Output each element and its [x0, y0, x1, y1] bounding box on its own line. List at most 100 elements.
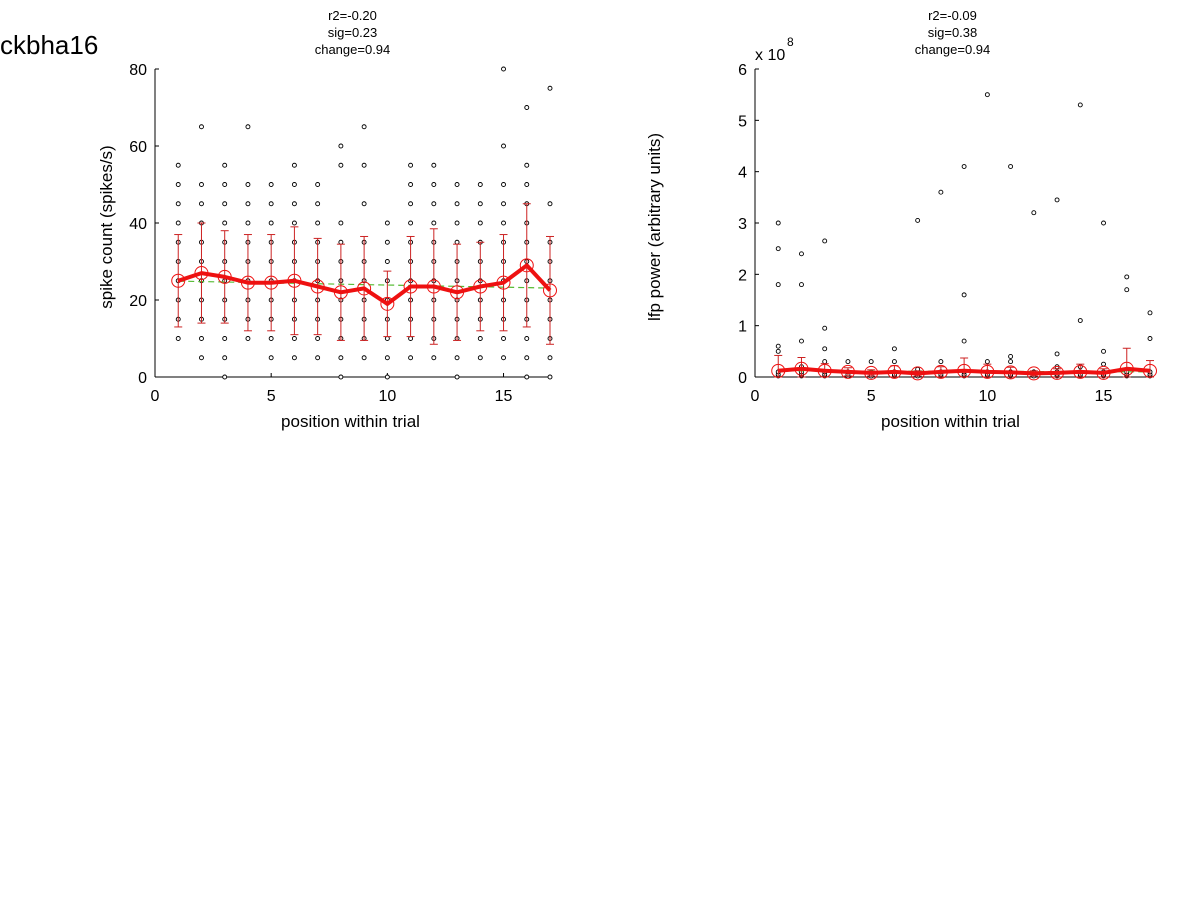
data-point: [822, 325, 828, 331]
y-tick-label: 20: [129, 293, 147, 310]
x-tick-label: 5: [267, 388, 276, 405]
y-tick-label: 2: [738, 267, 747, 284]
data-point: [984, 359, 990, 365]
data-point: [291, 220, 297, 226]
data-point: [291, 336, 297, 341]
data-point: [175, 162, 181, 168]
data-point: [822, 359, 828, 365]
data-point: [961, 338, 967, 344]
data-point: [477, 220, 483, 226]
mean-marker: [543, 283, 557, 298]
x-tick-label: 0: [151, 388, 160, 405]
mean-marker: [933, 364, 948, 379]
data-point: [245, 220, 251, 226]
data-point: [1031, 210, 1037, 216]
data-point: [915, 217, 921, 223]
data-point: [338, 162, 344, 168]
y-tick-label: 1: [738, 319, 747, 336]
data-point: [199, 182, 204, 187]
y-tick-label: 40: [129, 216, 147, 233]
data-point: [1008, 359, 1014, 365]
mean-marker: [380, 296, 395, 311]
data-point: [384, 259, 390, 264]
data-point: [501, 336, 506, 341]
x-tick-label: 10: [978, 388, 996, 405]
chart-title-line: change=0.94: [315, 42, 391, 57]
y-tick-label: 0: [738, 370, 747, 387]
data-point: [547, 374, 553, 380]
data-point: [222, 336, 228, 341]
x-tick-label: 0: [751, 388, 760, 405]
data-point: [245, 182, 251, 187]
data-point: [524, 336, 530, 341]
data-point: [384, 336, 390, 341]
y-tick-label: 0: [138, 370, 147, 387]
data-point: [361, 162, 367, 168]
mean-marker: [1003, 365, 1018, 380]
data-point: [338, 374, 344, 380]
data-point: [547, 201, 553, 207]
chart-title-line: sig=0.38: [928, 25, 978, 40]
data-point: [477, 355, 483, 361]
data-point: [291, 182, 297, 187]
data-point: [199, 124, 204, 130]
exponent-value: 8: [787, 35, 794, 49]
data-point: [268, 220, 274, 226]
data-point: [431, 355, 437, 361]
data-point: [431, 182, 437, 187]
data-point: [1147, 336, 1153, 341]
mean-marker: [794, 361, 809, 376]
data-point: [1124, 274, 1130, 280]
data-point: [501, 355, 506, 361]
y-tick-label: 80: [129, 62, 147, 79]
data-point: [338, 239, 344, 245]
data-point: [384, 239, 390, 245]
data-point: [175, 220, 181, 226]
data-point: [175, 201, 181, 207]
data-point: [291, 201, 297, 207]
mean-marker: [1026, 366, 1041, 381]
data-point: [1008, 164, 1014, 169]
chart-title-line: r2=-0.09: [928, 8, 977, 23]
mean-marker: [887, 364, 902, 379]
data-point: [775, 348, 781, 354]
data-point: [408, 201, 414, 207]
chart-title-line: r2=-0.20: [328, 8, 377, 23]
data-point: [822, 238, 828, 244]
data-point: [408, 336, 414, 341]
mean-marker: [1119, 361, 1134, 376]
data-point: [938, 359, 944, 365]
data-point: [891, 359, 897, 365]
data-point: [984, 92, 990, 98]
data-point: [501, 66, 506, 72]
mean-marker: [840, 364, 855, 379]
data-point: [775, 282, 781, 288]
data-point: [454, 374, 460, 380]
data-point: [547, 85, 553, 91]
data-point: [524, 162, 530, 168]
mean-line: [778, 366, 1151, 376]
mean-marker: [310, 279, 325, 294]
figure-label: ckbha16: [0, 30, 99, 60]
mean-marker: [357, 281, 372, 296]
data-point: [868, 359, 874, 365]
data-point: [268, 182, 274, 187]
mean-marker: [771, 363, 786, 378]
data-point: [268, 355, 274, 361]
mean-marker: [1143, 363, 1157, 378]
data-point: [477, 336, 483, 341]
data-point: [1054, 351, 1060, 357]
data-point: [384, 220, 390, 226]
data-point: [501, 143, 506, 149]
mean-marker: [426, 279, 441, 294]
y-tick-label: 5: [738, 113, 747, 130]
data-point: [315, 336, 321, 341]
data-point: [268, 201, 274, 207]
data-point: [524, 105, 530, 110]
mean-marker: [450, 285, 465, 300]
data-point: [799, 251, 804, 257]
mean-marker: [817, 363, 832, 378]
mean-marker: [333, 285, 348, 300]
data-point: [245, 336, 251, 341]
